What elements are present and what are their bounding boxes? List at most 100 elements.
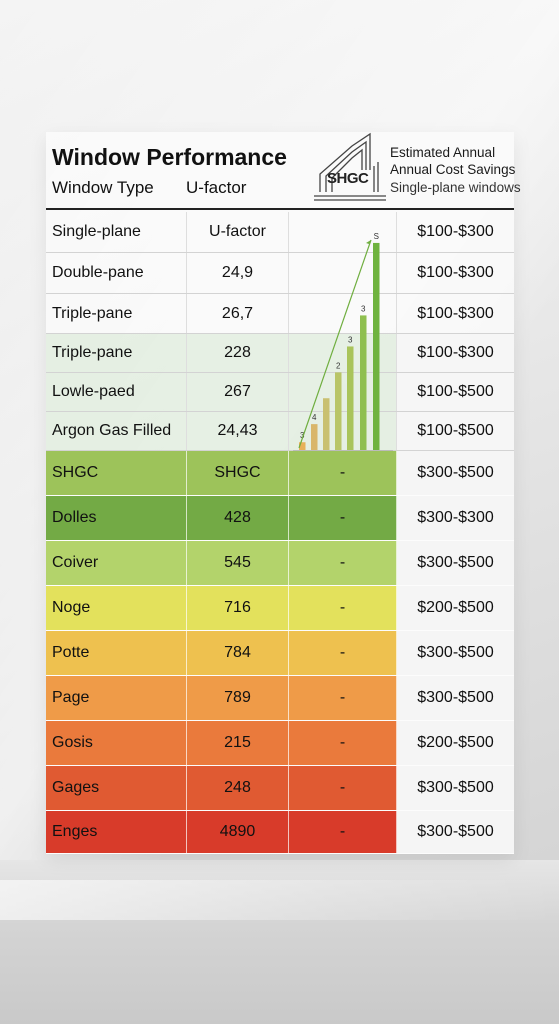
u-factor-cell: 428 xyxy=(187,496,289,540)
cost-cell: $300-$300 xyxy=(397,496,514,540)
bar-value-label: S xyxy=(374,232,379,241)
header-divider xyxy=(46,208,514,210)
cost-cell: $300-$500 xyxy=(397,541,514,585)
u-factor-cell: 26,7 xyxy=(187,294,289,333)
table-row: Lowle-paed 267 $100-$500 xyxy=(46,373,514,412)
shgc-cell: - xyxy=(289,496,397,540)
chart-column-cell xyxy=(289,253,397,293)
u-factor-cell: 545 xyxy=(187,541,289,585)
chart-column-cell xyxy=(289,412,397,450)
table-row: Dolles 428- $300-$300 xyxy=(46,496,514,541)
cost-cell: $100-$300 xyxy=(397,334,514,372)
chart-bar xyxy=(311,424,318,450)
table-row: Triple-pane 228 $100-$300 xyxy=(46,334,514,373)
chart-bar xyxy=(373,242,380,450)
bar-value-label: 3 xyxy=(348,335,353,344)
table-row: Double-pane 24,9 $100-$300 xyxy=(46,253,514,294)
window-type-cell: Triple-pane xyxy=(46,294,187,333)
u-factor-cell: SHGC xyxy=(187,451,289,495)
logo-text: SHGC xyxy=(327,170,369,187)
cost-cell: $100-$500 xyxy=(397,373,514,411)
cost-cell: $100-$300 xyxy=(417,223,494,240)
floor-light xyxy=(0,880,559,920)
u-factor-cell: 248 xyxy=(187,766,289,810)
u-factor-cell: 716 xyxy=(187,586,289,630)
table-row: SHGC SHGC - $300-$500 xyxy=(46,451,514,496)
shgc-cell: - xyxy=(289,631,397,675)
shgc-cell: - xyxy=(289,721,397,765)
u-factor-cell: 784 xyxy=(187,631,289,675)
cost-cell: $300-$500 xyxy=(397,811,514,853)
u-factor-cell: 228 xyxy=(187,334,289,372)
table-row: Triple-pane 26,7 $100-$300 xyxy=(46,294,514,334)
cost-cell: $300-$500 xyxy=(397,631,514,675)
table-row: Enges 4890- $300-$500 xyxy=(46,811,514,854)
cost-cell: $300-$500 xyxy=(397,766,514,810)
window-type-cell: Single-plane xyxy=(46,212,187,252)
chart-column-cell xyxy=(289,334,397,372)
page-title: Window Performance xyxy=(52,144,287,170)
window-type-cell: Argon Gas Filled xyxy=(46,412,187,450)
u-factor-cell: 24,9 xyxy=(187,253,289,293)
window-type-cell: Dolles xyxy=(46,496,187,540)
chart-column-cell xyxy=(289,373,397,411)
bar-value-label: 2 xyxy=(336,361,341,370)
window-type-cell: Triple-pane xyxy=(46,334,187,372)
shgc-cell: - xyxy=(289,766,397,810)
window-type-cell: SHGC xyxy=(46,451,187,495)
bar-value-label: 3 xyxy=(300,431,305,440)
window-type-cell: Lowle-paed xyxy=(46,373,187,411)
window-type-cell: Double-pane xyxy=(46,253,187,293)
table-row: Coiver 545- $300-$500 xyxy=(46,541,514,586)
column-header-u-factor: U-factor xyxy=(186,178,247,197)
shgc-cell: - xyxy=(289,451,397,495)
cost-cell: $100-$300 xyxy=(417,304,494,322)
cost-cell: $300-$500 xyxy=(397,451,514,495)
column-header-window-type: Window Type xyxy=(52,178,154,197)
header-annual-cost-savings: Annual Cost Savings xyxy=(390,162,516,177)
u-factor-cell: 4890 xyxy=(187,811,289,853)
cost-cell: $100-$300 xyxy=(417,264,494,281)
cost-cell: $300-$500 xyxy=(397,676,514,720)
cost-cell: $200-$500 xyxy=(397,586,514,630)
table-row: Gosis 215- $200-$500 xyxy=(46,721,514,766)
shgc-cell: - xyxy=(289,586,397,630)
bar-value-label: 4 xyxy=(312,413,317,422)
window-type-cell: Page xyxy=(46,676,187,720)
table-row: Single-plane U-factor $100-$300 xyxy=(46,212,514,253)
u-factor-cell: 267 xyxy=(187,373,289,411)
chart-bar xyxy=(323,398,330,450)
window-type-cell: Gages xyxy=(46,766,187,810)
chart-bar xyxy=(347,346,354,450)
shgc-cell: - xyxy=(289,676,397,720)
cost-cell: $100-$500 xyxy=(397,412,514,450)
trend-arrow-icon xyxy=(366,240,371,244)
chart-bar xyxy=(335,372,342,450)
chart-column-cell xyxy=(289,212,397,252)
table-row: Gages 248- $300-$500 xyxy=(46,766,514,811)
u-factor-cell: 24,43 xyxy=(187,412,289,450)
chart-bar xyxy=(360,315,367,450)
building-logo-icon xyxy=(314,132,386,201)
shgc-cell: - xyxy=(289,811,397,853)
u-factor-cell: 789 xyxy=(187,676,289,720)
header-estimated-annual: Estimated Annual xyxy=(390,145,496,160)
table-row: Page 789- $300-$500 xyxy=(46,676,514,721)
window-type-cell: Coiver xyxy=(46,541,187,585)
u-factor-cell: U-factor xyxy=(187,212,289,252)
window-type-cell: Gosis xyxy=(46,721,187,765)
bar-value-label: 3 xyxy=(361,304,366,313)
chart-column-cell xyxy=(289,294,397,333)
cost-cell: $200-$500 xyxy=(397,721,514,765)
header-single-plane: Single-plane windows xyxy=(390,180,521,195)
table-row: Argon Gas Filled 24,43 $100-$500 xyxy=(46,412,514,451)
trend-line xyxy=(298,239,372,449)
table-row: Noge 716- $200-$500 xyxy=(46,586,514,631)
shgc-cell: - xyxy=(289,541,397,585)
window-type-cell: Noge xyxy=(46,586,187,630)
table-row: Potte 784- $300-$500 xyxy=(46,631,514,676)
window-type-cell: Potte xyxy=(46,631,187,675)
window-type-cell: Enges xyxy=(46,811,187,853)
u-factor-cell: 215 xyxy=(187,721,289,765)
